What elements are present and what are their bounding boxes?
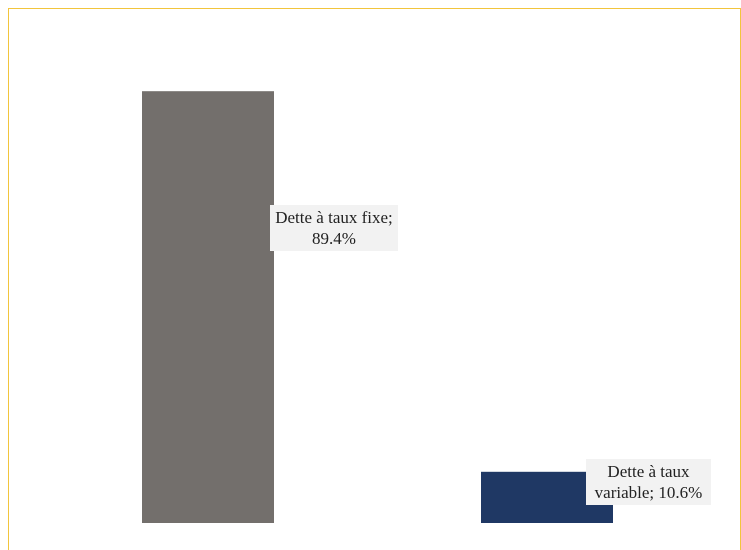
data-label-variable-rate: Dette à taux variable; 10.6% [586,459,711,505]
bar-fixed-rate [142,91,274,523]
data-label-fixed-rate: Dette à taux fixe; 89.4% [270,205,398,251]
